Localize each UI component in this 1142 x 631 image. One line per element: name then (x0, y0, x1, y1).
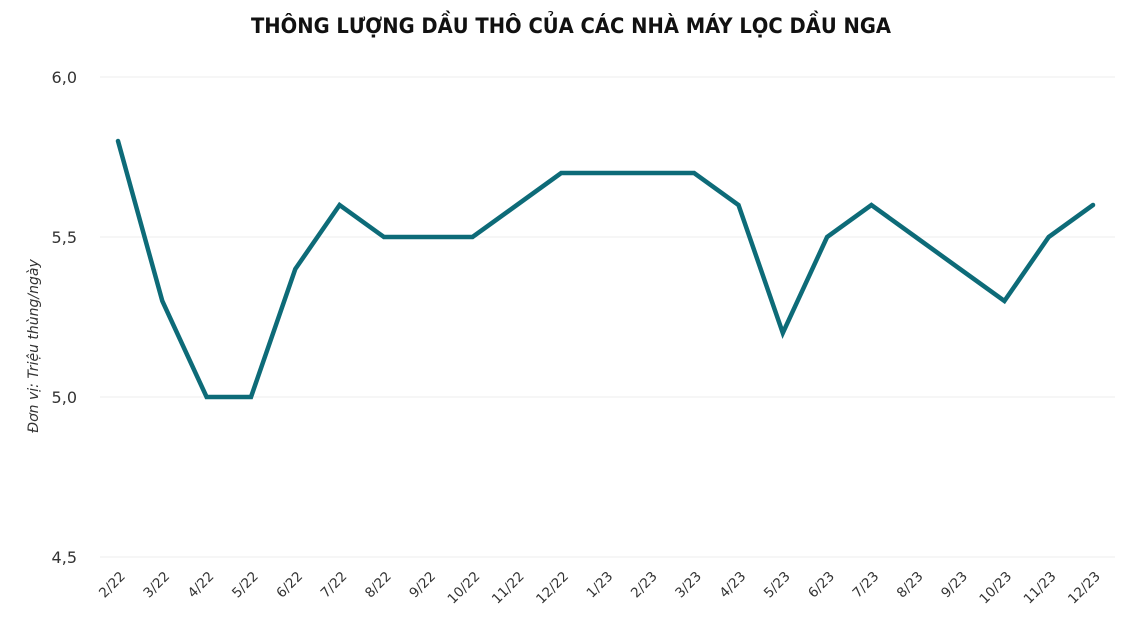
x-tick-label: 3/22 (140, 569, 173, 602)
x-tick-label: 12/23 (1065, 569, 1104, 608)
x-tick-label: 12/22 (533, 569, 572, 608)
x-tick-label: 7/23 (849, 569, 882, 602)
x-tick-label: 4/22 (185, 569, 218, 602)
x-tick-label: 3/23 (672, 569, 705, 602)
y-axis-label: Đơn vị: Triệu thùng/ngày (26, 259, 42, 433)
x-axis-ticks: 2/22 3/22 4/22 5/22 6/22 7/22 8/22 9/22 10/22 11/… (96, 569, 1104, 608)
x-tick-label: 10/22 (445, 569, 484, 608)
x-tick-label: 7/22 (318, 569, 351, 602)
data-series (115, 138, 1096, 400)
y-tick-label: 6,0 (52, 68, 77, 87)
y-tick-label: 5,0 (52, 388, 77, 407)
gridlines (100, 76, 1115, 558)
x-tick-label: 9/22 (406, 569, 439, 602)
x-tick-label: 11/22 (489, 569, 528, 608)
x-tick-label: 9/23 (938, 569, 971, 602)
x-tick-label: 4/23 (717, 569, 750, 602)
x-tick-label: 2/23 (628, 569, 661, 602)
x-tick-label: 2/22 (96, 569, 129, 602)
x-tick-label: 8/22 (362, 569, 395, 602)
y-tick-label: 5,5 (52, 228, 77, 247)
x-tick-label: 1/23 (584, 569, 617, 602)
x-tick-label: 11/23 (1021, 569, 1060, 608)
series-line (115, 138, 1096, 400)
x-tick-label: 10/23 (976, 569, 1015, 608)
x-tick-label: 6/23 (805, 569, 838, 602)
x-tick-label: 8/23 (894, 569, 927, 602)
y-axis-ticks: 6,0 5,5 5,0 4,5 (52, 68, 77, 567)
chart-title: THÔNG LƯỢNG DẦU THÔ CỦA CÁC NHÀ MÁY LỌC … (250, 14, 892, 38)
x-tick-label: 5/22 (229, 569, 262, 602)
y-tick-label: 4,5 (52, 548, 77, 567)
x-tick-label: 6/22 (273, 569, 306, 602)
x-tick-label: 5/23 (761, 569, 794, 602)
